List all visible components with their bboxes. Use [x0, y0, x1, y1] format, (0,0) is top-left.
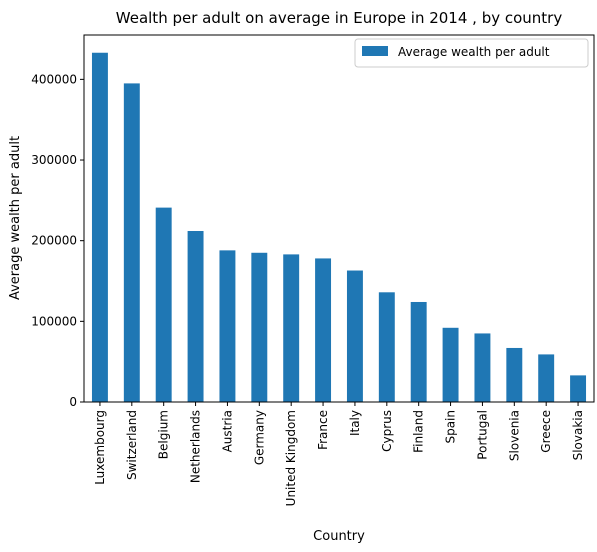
x-tick-label: Switzerland	[125, 410, 139, 480]
bar-portugal	[474, 333, 491, 402]
legend-swatch	[362, 46, 388, 56]
bar-cyprus	[378, 292, 395, 402]
legend-label: Average wealth per adult	[398, 45, 550, 59]
bar-slovakia	[570, 375, 587, 402]
x-axis-label: Country	[313, 529, 365, 544]
x-tick-label: United Kingdom	[284, 410, 298, 506]
bars	[91, 52, 587, 403]
y-tick-label: 100000	[31, 314, 77, 328]
x-tick-label: Greece	[539, 410, 553, 453]
bar-finland	[410, 301, 427, 402]
bar-greece	[538, 354, 555, 402]
y-tick-label: 200000	[31, 234, 77, 248]
bar-austria	[219, 250, 236, 402]
x-tick-label: Spain	[444, 410, 458, 444]
bar-belgium	[155, 207, 172, 402]
y-axis-ticks: 0 100000 200000 300000 400000	[31, 72, 84, 409]
x-tick-label: Belgium	[157, 410, 171, 459]
x-tick-label: Luxembourg	[93, 410, 107, 485]
x-tick-label: Austria	[220, 410, 234, 452]
x-tick-label: France	[316, 410, 330, 450]
y-tick-label: 0	[69, 395, 77, 409]
bar-italy	[346, 270, 363, 402]
x-tick-label: Germany	[252, 410, 266, 465]
plot-frame	[83, 34, 595, 403]
chart-title: Wealth per adult on average in Europe in…	[116, 9, 563, 27]
x-tick-label: Slovenia	[507, 410, 521, 461]
bar-united-kingdom	[283, 254, 300, 402]
x-axis-ticks: Luxembourg Switzerland Belgium Netherlands A…	[93, 402, 585, 506]
x-tick-label: Slovakia	[571, 410, 585, 460]
bar-france	[315, 258, 332, 402]
x-tick-label: Italy	[348, 410, 362, 436]
bar-slovenia	[506, 347, 523, 402]
bar-spain	[442, 327, 459, 402]
bar-netherlands	[187, 231, 204, 402]
bar-germany	[251, 252, 268, 402]
bar-switzerland	[123, 83, 140, 403]
y-axis-label: Average wealth per adult	[8, 136, 23, 300]
legend-box	[354, 38, 589, 68]
x-tick-label: Netherlands	[189, 410, 203, 483]
legend: Average wealth per adult	[354, 38, 589, 68]
x-tick-label: Portugal	[475, 410, 489, 460]
bar-luxembourg	[91, 52, 108, 402]
x-tick-label: Finland	[412, 410, 426, 453]
x-tick-label: Cyprus	[380, 410, 394, 452]
y-tick-label: 400000	[31, 72, 77, 86]
y-tick-label: 300000	[31, 153, 77, 167]
